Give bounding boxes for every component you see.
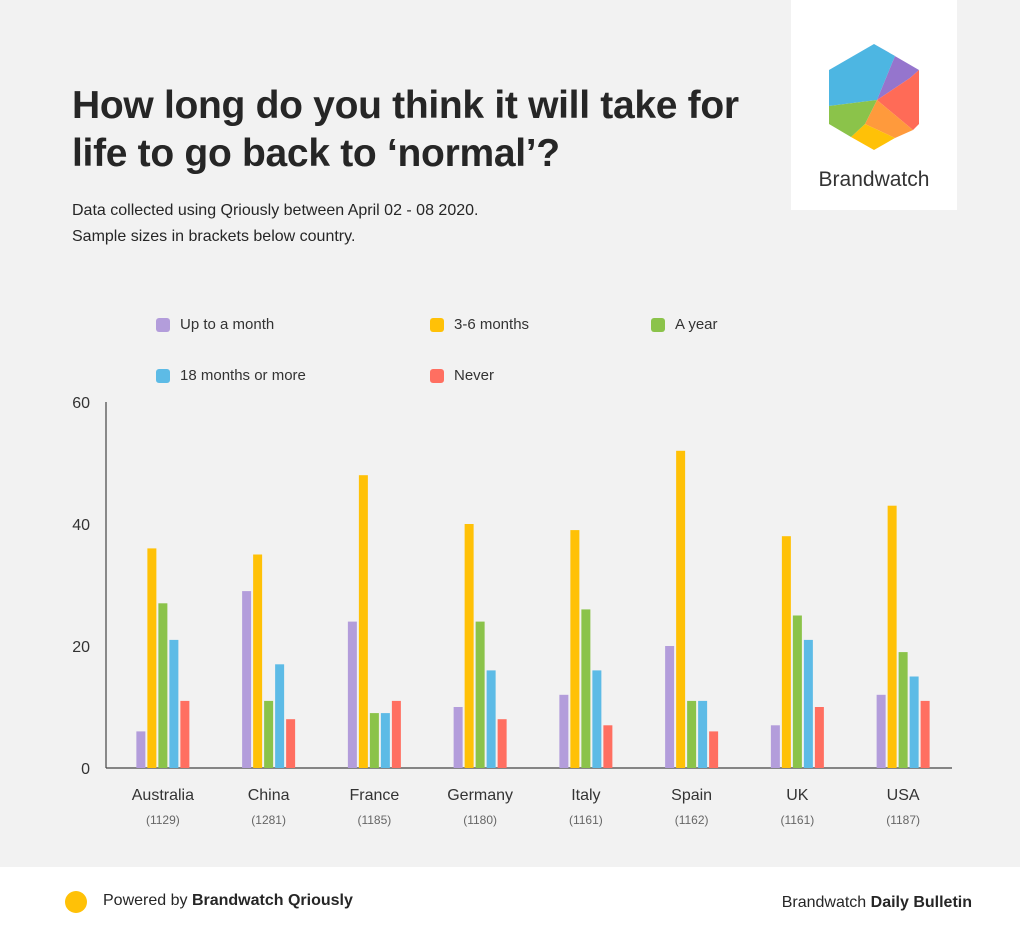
sample-size-label: (1180) (463, 813, 497, 827)
bar (698, 700, 708, 768)
x-tick-label: Germany (447, 787, 513, 804)
bar (592, 670, 602, 768)
bar (581, 609, 591, 768)
legend-swatch (651, 318, 665, 332)
y-tick-label: 40 (72, 517, 90, 534)
daily-bulletin-text: Brandwatch Daily Bulletin (782, 894, 972, 912)
logo-segment (829, 100, 877, 137)
bar (792, 615, 802, 768)
sample-size-label: (1161) (569, 813, 603, 827)
legend-swatch (430, 318, 444, 332)
logo-text: Brandwatch (818, 168, 930, 191)
bar (687, 700, 697, 768)
bar (770, 725, 780, 768)
bar-chart: 0 20 40 60 Australia (1129) China (1281) France (… (72, 395, 952, 827)
x-tick-label: Australia (132, 787, 194, 804)
legend-label: Never (454, 367, 495, 384)
legend-swatch (430, 369, 444, 383)
bar (898, 652, 908, 768)
bar (253, 554, 263, 768)
bar (665, 646, 675, 768)
x-tick-label: Italy (571, 787, 600, 804)
legend-label: 18 months or more (180, 367, 306, 384)
y-tick-label: 0 (81, 761, 90, 778)
bulletin-prefix: Brandwatch (781, 894, 867, 911)
powered-by-prefix: Powered by (103, 892, 188, 909)
bar (453, 707, 463, 768)
sample-size-label: (1281) (251, 813, 286, 827)
bar (158, 603, 168, 768)
sample-size-label: (1161) (780, 813, 814, 827)
bar (180, 700, 190, 768)
bar (347, 621, 357, 768)
bar (169, 639, 179, 768)
bar (603, 725, 613, 768)
subtitle-line-1: Data collected using Qriously between Ap… (72, 202, 479, 219)
y-tick-label: 60 (72, 395, 90, 412)
bar (242, 591, 252, 768)
bar (559, 694, 569, 768)
sample-size-label: (1162) (675, 813, 709, 827)
x-tick-label: Spain (671, 787, 712, 804)
bar (876, 694, 886, 768)
bar (369, 713, 379, 768)
logo-segment (851, 124, 895, 150)
bulletin-name: Daily Bulletin (870, 894, 972, 911)
logo-segment (865, 100, 913, 138)
legend-swatch (156, 369, 170, 383)
x-tick-label: France (349, 787, 399, 804)
powered-by-text: Powered by Brandwatch Qriously (103, 892, 353, 910)
x-tick-label: UK (786, 787, 809, 804)
brandwatch-hexagon-icon (829, 44, 919, 150)
footer-dot-icon (65, 891, 87, 913)
sample-size-label: (1129) (146, 813, 180, 827)
bar (475, 621, 485, 768)
bar (676, 450, 686, 768)
powered-by-brand: Brandwatch Qriously (191, 892, 353, 909)
bar (803, 639, 813, 768)
bar (909, 676, 919, 768)
chart-title: How long do you think it will take for l… (72, 84, 739, 175)
legend-label: Up to a month (180, 316, 275, 333)
bar (286, 719, 296, 768)
bar (920, 700, 930, 768)
bar (497, 719, 507, 768)
legend-label: A year (675, 316, 718, 333)
bar (358, 475, 368, 768)
footer (0, 867, 1020, 940)
logo-segment (874, 44, 919, 100)
chart-subtitle: Data collected using Qriously between Ap… (72, 198, 672, 250)
bar (464, 524, 474, 768)
bar (814, 707, 824, 768)
bar (391, 700, 401, 768)
bar (709, 731, 719, 768)
brand-logo: Brandwatch (791, 0, 957, 210)
x-tick-label: China (248, 787, 290, 804)
logo-segment (877, 70, 919, 130)
sample-size-label: (1185) (357, 813, 391, 827)
bar (887, 505, 897, 768)
bar (264, 700, 274, 768)
legend-swatch (156, 318, 170, 332)
logo-segment (829, 44, 895, 106)
x-tick-label: USA (887, 787, 920, 804)
bar (486, 670, 496, 768)
sample-size-label: (1187) (886, 813, 920, 827)
y-tick-label: 20 (72, 639, 90, 656)
bar (136, 731, 146, 768)
subtitle-line-2: Sample sizes in brackets below country. (72, 228, 356, 245)
bar (570, 530, 580, 768)
bar (380, 713, 390, 768)
bar (147, 548, 157, 768)
bar (275, 664, 285, 768)
legend-label: 3-6 months (454, 316, 530, 333)
bar (781, 536, 791, 768)
